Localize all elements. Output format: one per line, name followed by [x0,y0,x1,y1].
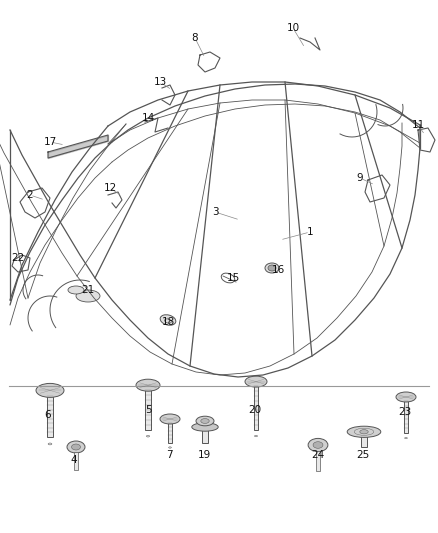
Text: 25: 25 [357,450,370,460]
Text: 23: 23 [399,407,412,417]
Ellipse shape [396,392,416,402]
Ellipse shape [146,435,150,437]
Text: 10: 10 [286,23,300,33]
Ellipse shape [201,418,209,423]
Text: 11: 11 [411,120,424,130]
Ellipse shape [313,442,323,448]
FancyBboxPatch shape [145,390,151,430]
Text: 21: 21 [81,285,95,295]
FancyBboxPatch shape [361,436,367,447]
Ellipse shape [405,438,407,439]
Text: 24: 24 [311,450,325,460]
FancyBboxPatch shape [404,401,408,433]
FancyBboxPatch shape [74,452,78,470]
Ellipse shape [347,426,381,438]
Text: 16: 16 [272,265,285,275]
Text: 7: 7 [166,450,172,460]
Text: 3: 3 [212,207,218,217]
Ellipse shape [136,379,160,391]
Ellipse shape [160,414,180,424]
Ellipse shape [245,376,267,387]
Ellipse shape [71,444,81,450]
Ellipse shape [254,435,258,437]
Text: 15: 15 [226,273,240,283]
Ellipse shape [67,441,85,453]
Text: 4: 4 [71,455,78,465]
Text: 8: 8 [192,33,198,43]
FancyBboxPatch shape [254,386,258,430]
Ellipse shape [308,439,328,451]
Text: 5: 5 [145,405,151,415]
Ellipse shape [160,315,176,325]
FancyBboxPatch shape [202,427,208,443]
FancyBboxPatch shape [315,450,321,471]
Ellipse shape [68,286,84,294]
Ellipse shape [76,290,100,302]
Text: 6: 6 [45,410,51,420]
Ellipse shape [192,423,218,431]
Ellipse shape [48,443,52,445]
Text: 12: 12 [103,183,117,193]
Text: 13: 13 [153,77,166,87]
FancyBboxPatch shape [168,423,172,443]
Ellipse shape [196,416,214,426]
FancyBboxPatch shape [47,396,53,437]
Ellipse shape [265,263,279,273]
Text: 1: 1 [307,227,313,237]
Text: 22: 22 [11,253,25,263]
Ellipse shape [169,447,171,448]
Text: 20: 20 [248,405,261,415]
Text: 9: 9 [357,173,363,183]
Ellipse shape [360,430,368,434]
Text: 14: 14 [141,113,155,123]
Text: 18: 18 [161,317,175,327]
Ellipse shape [268,265,276,271]
Text: 17: 17 [43,137,57,147]
Text: 19: 19 [198,450,211,460]
Text: 2: 2 [27,190,33,200]
Ellipse shape [36,383,64,398]
